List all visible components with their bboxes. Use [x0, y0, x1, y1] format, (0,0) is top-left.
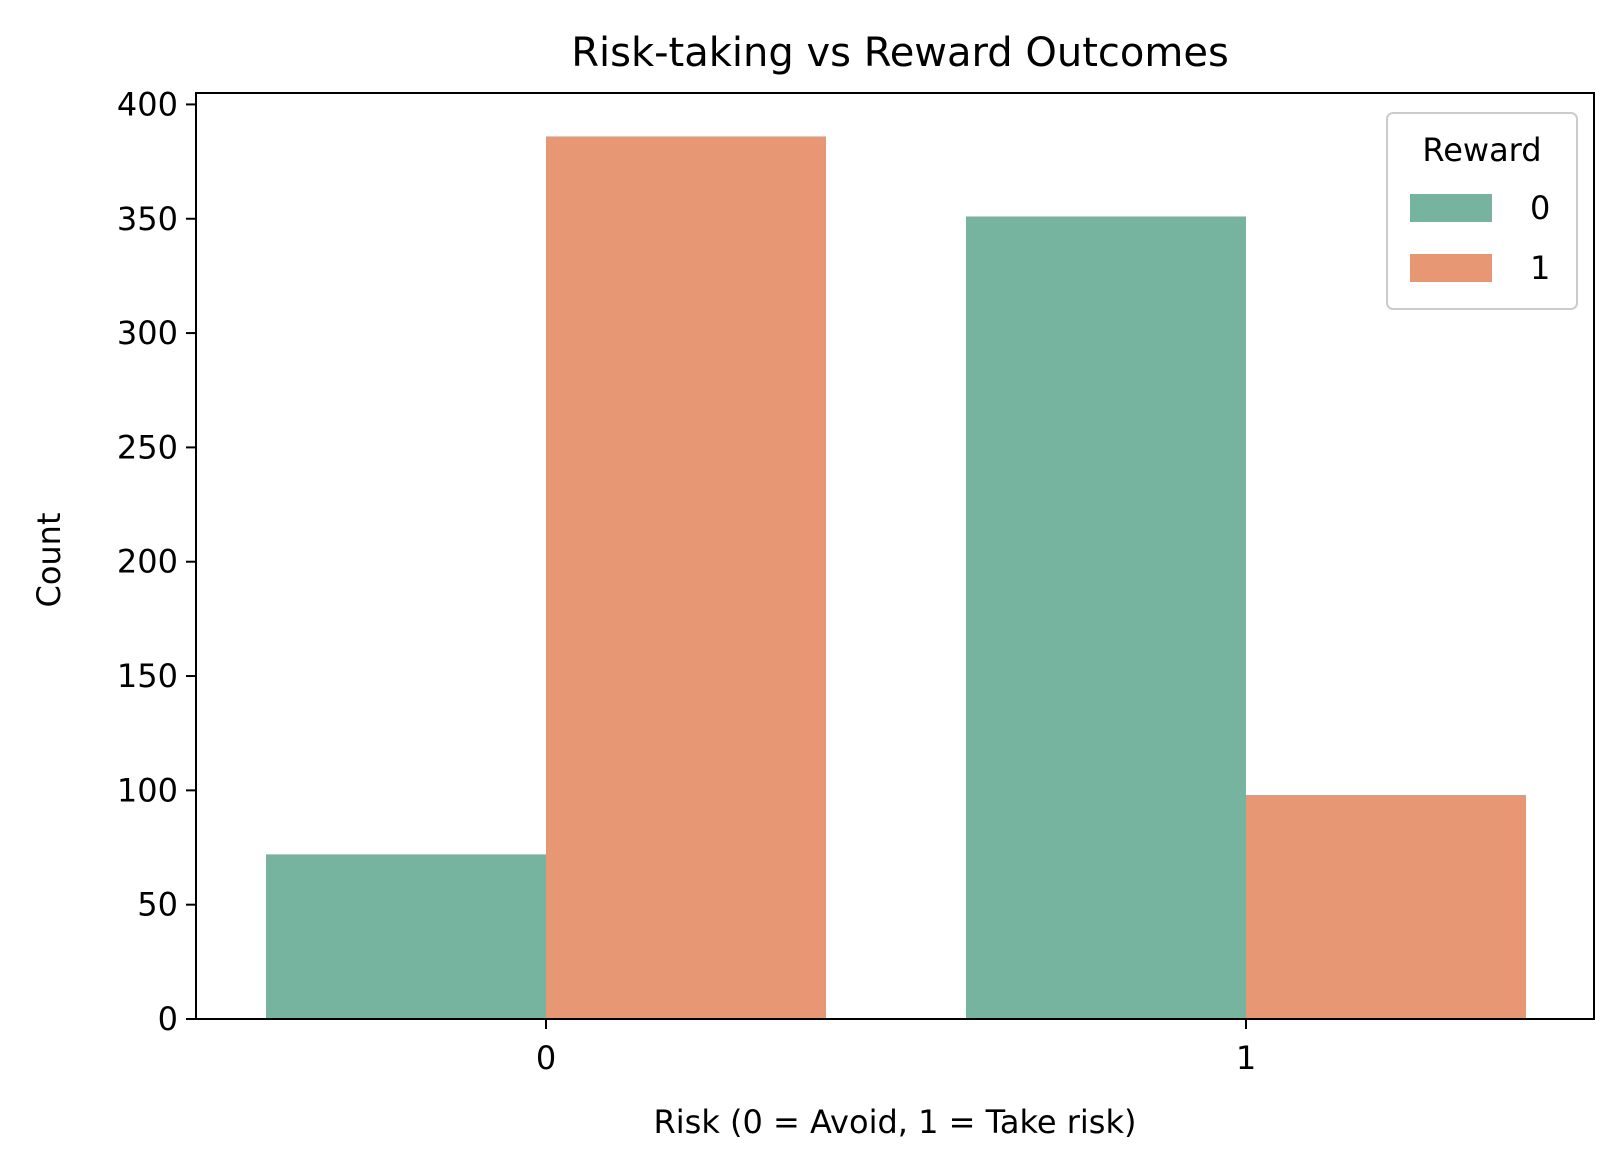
bar-risk-0-reward-1 [546, 136, 826, 1020]
y-tick-label: 0 [158, 1000, 178, 1038]
x-tick-label: 1 [1236, 1039, 1256, 1077]
legend: Reward 0 1 [1386, 112, 1578, 310]
legend-swatch-1 [1410, 254, 1492, 282]
y-axis-label: Count [30, 512, 68, 607]
legend-label-0: 0 [1530, 189, 1550, 227]
bar-risk-0-reward-0 [266, 854, 546, 1019]
x-axis-label: Risk (0 = Avoid, 1 = Take risk) [654, 1103, 1137, 1141]
y-tick-label: 400 [117, 85, 178, 123]
legend-label-1: 1 [1530, 249, 1550, 287]
y-tick-label: 300 [117, 314, 178, 352]
chart-title: Risk-taking vs Reward Outcomes [571, 30, 1229, 76]
legend-title: Reward [1422, 131, 1541, 169]
y-tick-label: 100 [117, 771, 178, 809]
y-tick-label: 200 [117, 543, 178, 581]
y-tick-label: 250 [117, 428, 178, 466]
y-tick-label: 150 [117, 657, 178, 695]
x-tick-label: 0 [536, 1039, 556, 1077]
plot-frame [195, 92, 1595, 1020]
bar-risk-1-reward-0 [966, 216, 1246, 1019]
bars-group [266, 136, 1526, 1020]
y-tick-label: 50 [137, 886, 178, 924]
legend-swatch-0 [1410, 194, 1492, 222]
bar-risk-1-reward-1 [1246, 794, 1526, 1019]
y-tick-label: 350 [117, 200, 178, 238]
y-axis: 0 50 100 150 200 250 300 350 400 [117, 85, 196, 1038]
